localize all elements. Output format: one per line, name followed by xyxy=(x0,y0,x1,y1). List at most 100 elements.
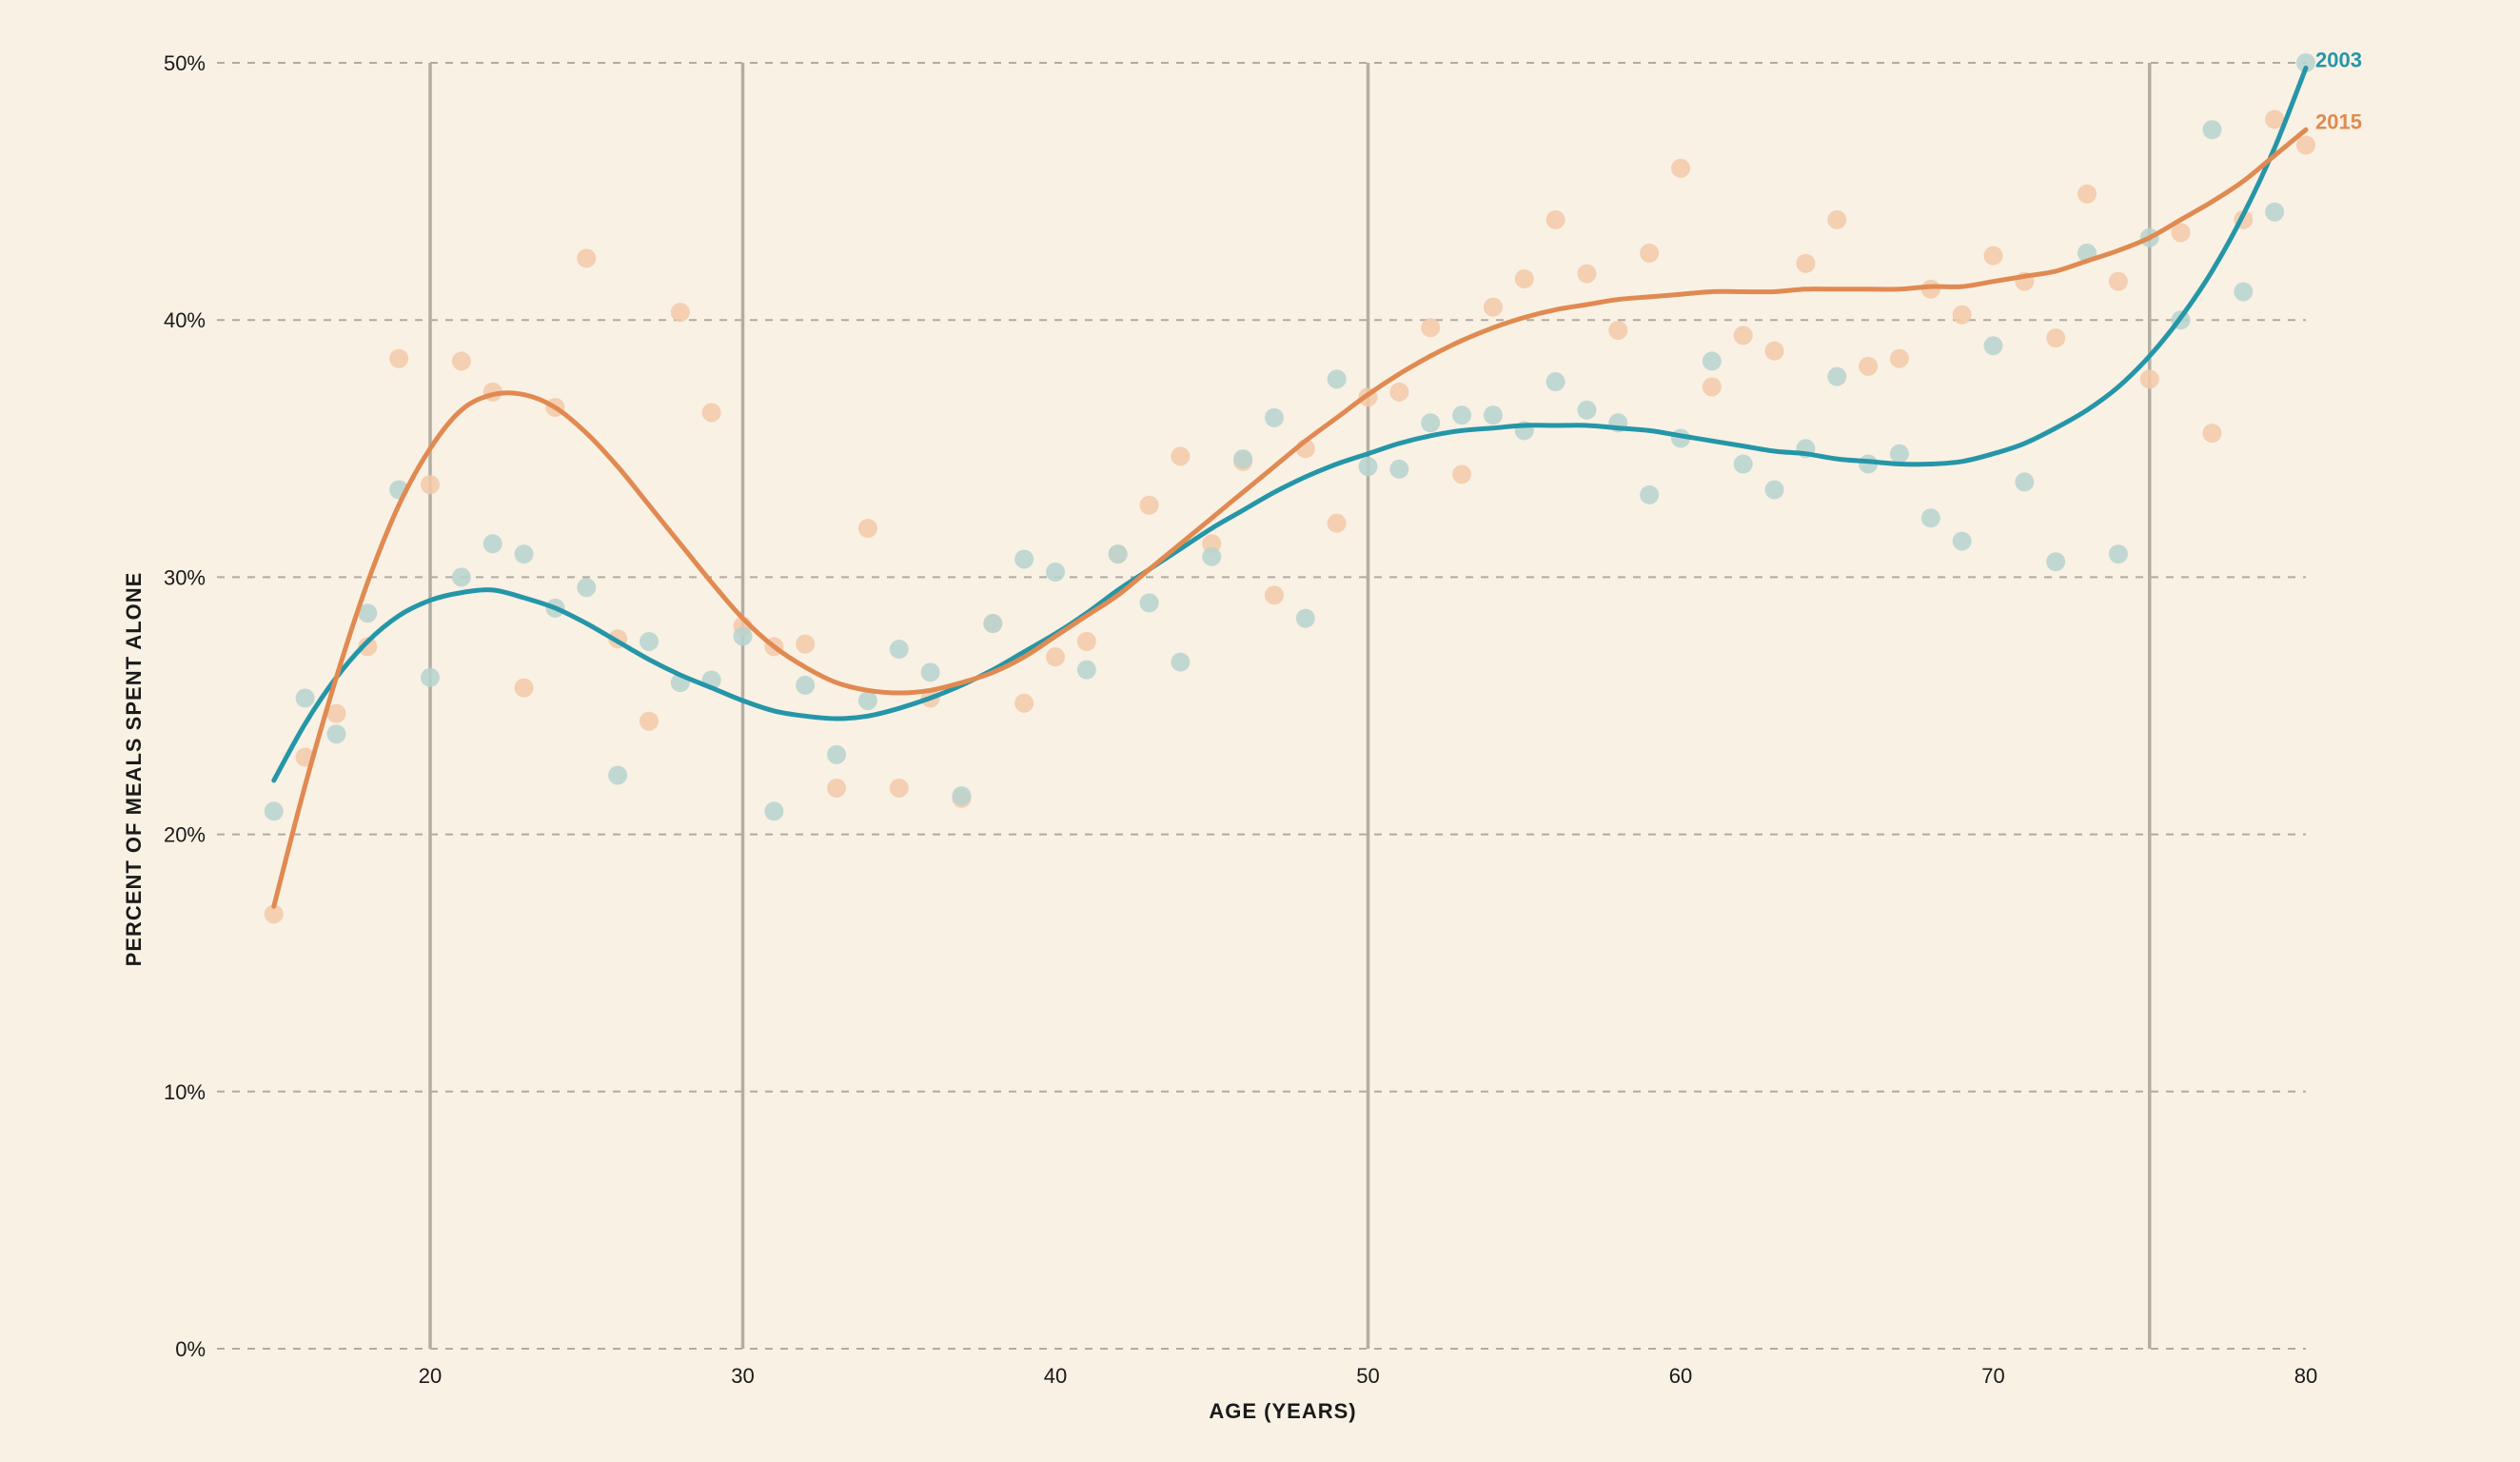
scatter-point-2015 xyxy=(1389,382,1409,402)
scatter-point-2015 xyxy=(827,778,847,798)
series-label-2003: 2003 xyxy=(2315,48,2362,71)
scatter-point-2015 xyxy=(514,678,534,698)
x-tick-label: 80 xyxy=(2294,1364,2317,1388)
scatter-point-2015 xyxy=(1796,253,1816,273)
scatter-point-2003 xyxy=(1295,608,1315,628)
scatter-point-2003 xyxy=(1483,405,1503,425)
scatter-point-2003 xyxy=(1983,336,2003,356)
scatter-point-2015 xyxy=(1764,341,1784,361)
scatter-point-2015 xyxy=(389,348,409,368)
scatter-point-2015 xyxy=(1577,264,1597,284)
scatter-point-2003 xyxy=(857,691,877,711)
scatter-point-2015 xyxy=(1046,647,1065,667)
scatter-point-2015 xyxy=(796,634,816,654)
x-tick-label: 70 xyxy=(1981,1364,2004,1388)
scatter-point-2015 xyxy=(1139,495,1159,515)
scatter-point-2003 xyxy=(1202,546,1222,566)
x-tick-label: 50 xyxy=(1356,1364,1379,1388)
scatter-point-2003 xyxy=(1264,407,1284,427)
series-label-2015: 2015 xyxy=(2315,109,2362,133)
scatter-point-2003 xyxy=(295,688,315,708)
scatter-point-2015 xyxy=(1702,377,1722,397)
scatter-point-2015 xyxy=(1514,268,1534,288)
scatter-point-2015 xyxy=(264,904,284,924)
scatter-point-2003 xyxy=(952,786,972,806)
scatter-point-2003 xyxy=(421,667,440,687)
scatter-point-2003 xyxy=(2202,120,2222,140)
x-axis-tick-labels: 20 30 40 50 60 70 80 xyxy=(419,1364,2317,1388)
series-labels: 2003 2015 xyxy=(2315,48,2362,133)
scatter-point-2003 xyxy=(1171,652,1191,672)
scatter-point-2003 xyxy=(1952,531,1972,551)
scatter-point-2003 xyxy=(264,801,284,821)
scatter-point-2015 xyxy=(1545,209,1565,229)
scatter-point-2003 xyxy=(889,640,909,660)
scatter-point-2003 xyxy=(1014,549,1034,569)
scatter-point-2015 xyxy=(857,519,877,539)
scatter-point-2015 xyxy=(2296,135,2315,155)
scatter-point-2003 xyxy=(827,744,847,764)
scatter-point-2015 xyxy=(889,778,909,798)
scatter-point-2015 xyxy=(701,403,721,423)
scatter-point-2003 xyxy=(326,724,346,744)
scatter-point-2015 xyxy=(577,248,597,268)
scatter-point-2015 xyxy=(1483,297,1503,317)
scatter-point-2015 xyxy=(2171,223,2191,243)
scatter-point-2015 xyxy=(2265,109,2285,129)
scatter-point-2003 xyxy=(1545,372,1565,392)
scatter-point-2003 xyxy=(1389,459,1409,479)
scatter-point-2003 xyxy=(2234,282,2254,302)
x-tick-label: 20 xyxy=(419,1364,442,1388)
scatter-point-2015 xyxy=(1171,446,1191,466)
scatter-point-2003 xyxy=(482,534,502,554)
scatter-points xyxy=(264,53,2315,924)
x-tick-label: 40 xyxy=(1044,1364,1067,1388)
trend-line-2015 xyxy=(271,127,2309,909)
scatter-point-2003 xyxy=(1358,457,1378,477)
scatter-point-2015 xyxy=(421,475,440,495)
scatter-point-2015 xyxy=(326,703,346,723)
y-tick-label: 0% xyxy=(175,1337,206,1361)
scatter-point-2015 xyxy=(2139,369,2159,389)
scatter-point-2003 xyxy=(796,675,816,695)
y-tick-label: 30% xyxy=(164,565,206,589)
scatter-point-2003 xyxy=(608,765,628,785)
y-axis-title: PERCENT OF MEALS SPENT ALONE xyxy=(122,572,146,967)
y-axis-tick-labels: 0% 10% 20% 30% 40% 50% xyxy=(164,51,206,1361)
scatter-point-2015 xyxy=(1452,464,1472,484)
scatter-point-2015 xyxy=(1640,243,1660,263)
scatter-point-2003 xyxy=(1046,562,1065,582)
scatter-point-2003 xyxy=(733,626,753,646)
scatter-point-2015 xyxy=(670,303,690,323)
scatter-point-2003 xyxy=(358,603,378,623)
scatter-point-2003 xyxy=(2015,472,2035,492)
scatter-point-2003 xyxy=(1640,484,1660,504)
scatter-point-2015 xyxy=(1264,585,1284,605)
x-axis-title: AGE (YEARS) xyxy=(1209,1399,1356,1423)
scatter-point-2003 xyxy=(1764,480,1784,500)
scatter-point-2003 xyxy=(1827,366,1847,386)
scatter-point-2003 xyxy=(1327,369,1347,389)
scatter-point-2003 xyxy=(1889,444,1909,464)
scatter-point-2003 xyxy=(1920,508,1940,528)
scatter-point-2015 xyxy=(1076,631,1096,651)
x-tick-label: 60 xyxy=(1669,1364,1692,1388)
y-tick-label: 50% xyxy=(164,51,206,75)
reference-lines xyxy=(428,63,2152,1349)
scatter-point-2003 xyxy=(577,578,597,598)
scatter-point-2003 xyxy=(2265,202,2285,222)
scatter-point-2015 xyxy=(1983,246,2003,266)
scatter-point-2003 xyxy=(639,631,659,651)
scatter-point-2003 xyxy=(983,614,1003,634)
scatter-point-2015 xyxy=(451,351,471,371)
scatter-point-2015 xyxy=(358,637,378,657)
scatter-point-2015 xyxy=(1014,693,1034,713)
scatter-point-2003 xyxy=(1733,454,1753,474)
scatter-point-2015 xyxy=(639,711,659,731)
scatter-point-2003 xyxy=(451,567,471,587)
scatter-point-2003 xyxy=(764,801,784,821)
scatter-point-2015 xyxy=(1421,318,1441,338)
scatter-point-2015 xyxy=(1608,321,1628,341)
